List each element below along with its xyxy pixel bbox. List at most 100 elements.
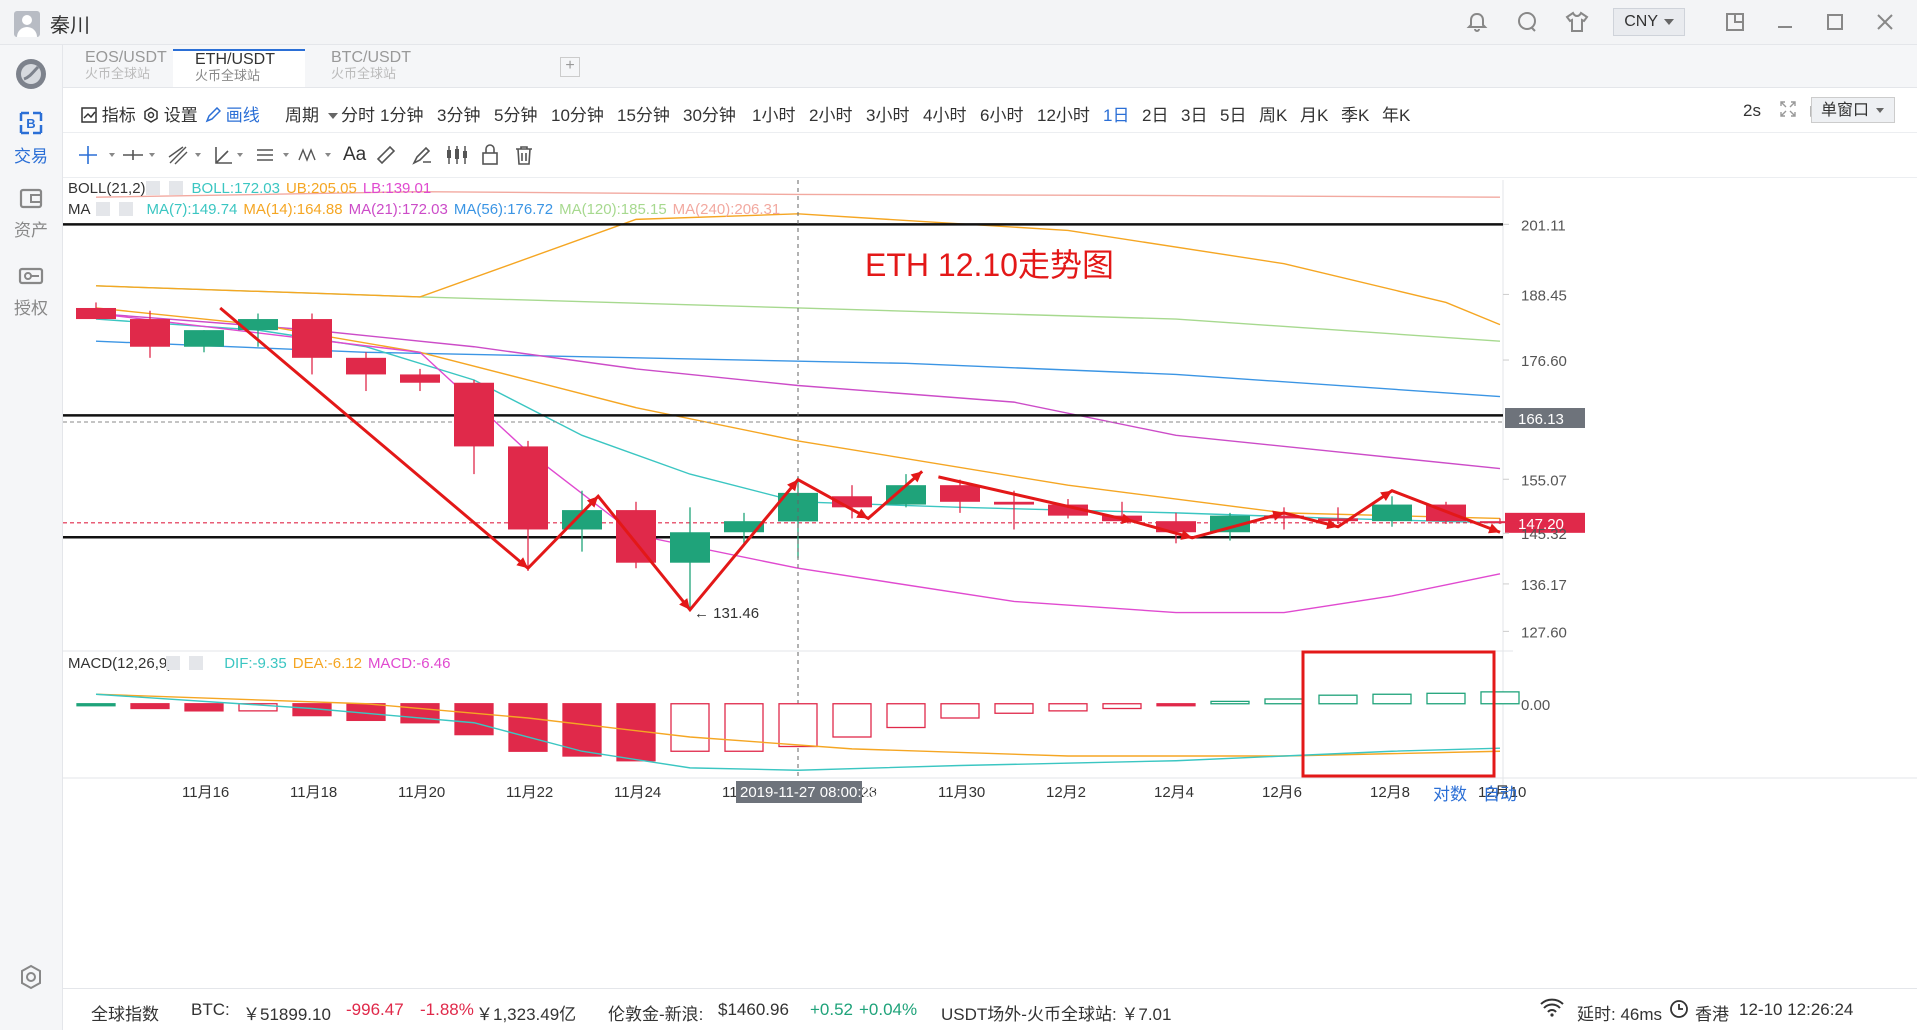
period-option-6[interactable]: 30分钟 (683, 106, 736, 125)
tab-eth-usdt[interactable]: ETH/USDT 火币全球站 (173, 49, 305, 87)
candle-body (346, 357, 386, 375)
app-logo (0, 57, 62, 96)
candles-tool-icon[interactable] (445, 144, 469, 166)
add-tab-button[interactable]: + (560, 57, 580, 77)
sidebar-item-assets[interactable]: 资产 (0, 185, 62, 241)
user-menu[interactable]: 秦川 (14, 9, 90, 38)
crosshair-date-label: 2019-11-27 08:00:00 (740, 784, 878, 801)
period-option-3[interactable]: 5分钟 (494, 106, 538, 125)
period-option-13[interactable]: 1日 (1103, 106, 1130, 125)
ruler-icon[interactable] (375, 144, 397, 166)
period-option-2[interactable]: 3分钟 (437, 106, 481, 125)
ma-info-row: MA MA(7):149.74 MA(14):164.88 MA(21):172.03… (68, 201, 780, 218)
tab-exchange-label: 火币全球站 (85, 66, 151, 81)
boll-settings-icon (146, 181, 160, 195)
brush-icon[interactable] (411, 144, 433, 166)
window-mode-select[interactable]: 单窗口 (1811, 97, 1895, 123)
last-price-tag (1505, 512, 1585, 533)
chat-icon[interactable] (1513, 8, 1541, 36)
ohlc-value: LB:139.01 (363, 180, 431, 197)
indicator-button[interactable]: 指标 (81, 101, 136, 126)
settings-button[interactable]: 设置 (143, 101, 198, 126)
period-option-9[interactable]: 3小时 (866, 106, 910, 125)
ohlc-value: DEA:-6.12 (293, 655, 362, 672)
arrow-head (1326, 518, 1338, 530)
sidebar-item-trade[interactable]: B 交易 (0, 109, 62, 167)
period-option-5[interactable]: 15分钟 (617, 106, 670, 125)
y-tick-label: 201.11 (1521, 217, 1566, 234)
arrow-head (1121, 513, 1133, 524)
macd-settings-icon (166, 656, 180, 670)
candle-body (616, 510, 656, 563)
period-dropdown[interactable]: 周期 (285, 101, 338, 126)
location-icon (1669, 999, 1689, 1024)
sidebar-item-auth[interactable]: 授权 (0, 263, 62, 319)
lock-icon[interactable] (479, 144, 501, 166)
period-option-15[interactable]: 3日 (1181, 106, 1208, 125)
global-index-link[interactable]: 全球指数 (91, 1005, 159, 1024)
candle-body (1210, 515, 1250, 533)
period-option-4[interactable]: 10分钟 (551, 106, 604, 125)
period-option-0[interactable]: 分时 (341, 106, 375, 125)
arrow-head (856, 508, 869, 519)
y-tick-label: 166.13 (1518, 411, 1564, 428)
y-tick-label: 136.17 (1521, 577, 1567, 594)
settings-gear[interactable] (0, 963, 62, 996)
arrow-head (586, 496, 599, 508)
period-option-8[interactable]: 2小时 (809, 106, 853, 125)
draw-label: 画线 (225, 106, 260, 125)
draw-button[interactable]: 画线 (205, 101, 260, 126)
refresh-interval[interactable]: 2s (1743, 101, 1761, 120)
gear-icon (21, 964, 41, 990)
arrow-head (1380, 490, 1392, 502)
horizontal-line-icon[interactable] (121, 144, 161, 166)
y-tick-label: 147.20 (1518, 516, 1564, 533)
trash-icon[interactable] (513, 144, 535, 166)
avatar (14, 10, 40, 37)
layout-icon[interactable] (1721, 8, 1749, 36)
bell-icon[interactable] (1463, 8, 1491, 36)
parallel-lines-icon[interactable] (255, 144, 295, 166)
angle-tool-icon[interactable] (213, 144, 253, 166)
period-option-17[interactable]: 周K (1259, 106, 1288, 125)
gold-label: 伦敦金-新浪: (608, 1005, 704, 1024)
period-option-11[interactable]: 6小时 (980, 106, 1024, 125)
macd-histogram-bar (724, 703, 764, 752)
ohlc-value: MA(7):149.74 (147, 201, 238, 218)
macd-histogram-bar (1318, 694, 1358, 705)
candle-body (1156, 521, 1196, 533)
candle-body (670, 532, 710, 563)
minimize-icon[interactable] (1771, 8, 1799, 36)
period-option-12[interactable]: 12小时 (1037, 106, 1090, 125)
currency-select[interactable]: CNY (1613, 8, 1685, 36)
macd-histogram-bar (886, 703, 926, 729)
candle-body (724, 521, 764, 533)
fullscreen-icon[interactable] (1779, 100, 1797, 123)
ma240-line (95, 190, 1501, 198)
gold-price: $1460.96 (718, 1000, 789, 1019)
close-icon[interactable] (1871, 8, 1899, 36)
tab-btc-usdt[interactable]: BTC/USDT 火币全球站 (309, 49, 441, 87)
tab-eos-usdt[interactable]: EOS/USDT 火币全球站 (63, 49, 195, 87)
pencil-icon (205, 106, 222, 123)
text-tool[interactable]: Aa (343, 144, 367, 165)
chart-canvas[interactable]: 201.11 188.45 176.60 166.13 155.07 147.20145.… (63, 155, 1917, 988)
macd-histogram-bar (1480, 691, 1520, 705)
period-option-18[interactable]: 月K (1300, 106, 1329, 125)
trend-line-icon[interactable] (167, 144, 207, 166)
kline-chart[interactable]: 201.11 188.45 176.60 166.13 155.07 147.20 145.… (63, 155, 1917, 993)
maximize-icon[interactable] (1821, 8, 1849, 36)
period-option-1[interactable]: 1分钟 (380, 106, 424, 125)
period-option-19[interactable]: 季K (1341, 106, 1370, 125)
period-option-14[interactable]: 2日 (1142, 106, 1169, 125)
period-option-20[interactable]: 年K (1382, 106, 1411, 125)
candle-body (1048, 504, 1088, 516)
period-option-7[interactable]: 1小时 (752, 106, 796, 125)
btc-change-pct: -1.88% (420, 1000, 474, 1019)
macd-histogram-bar (1264, 698, 1304, 705)
crosshair-icon[interactable] (77, 144, 117, 166)
period-option-16[interactable]: 5日 (1220, 106, 1247, 125)
period-option-10[interactable]: 4小时 (923, 106, 967, 125)
wave-tool-icon[interactable] (297, 144, 337, 166)
shirt-icon[interactable] (1563, 8, 1591, 36)
